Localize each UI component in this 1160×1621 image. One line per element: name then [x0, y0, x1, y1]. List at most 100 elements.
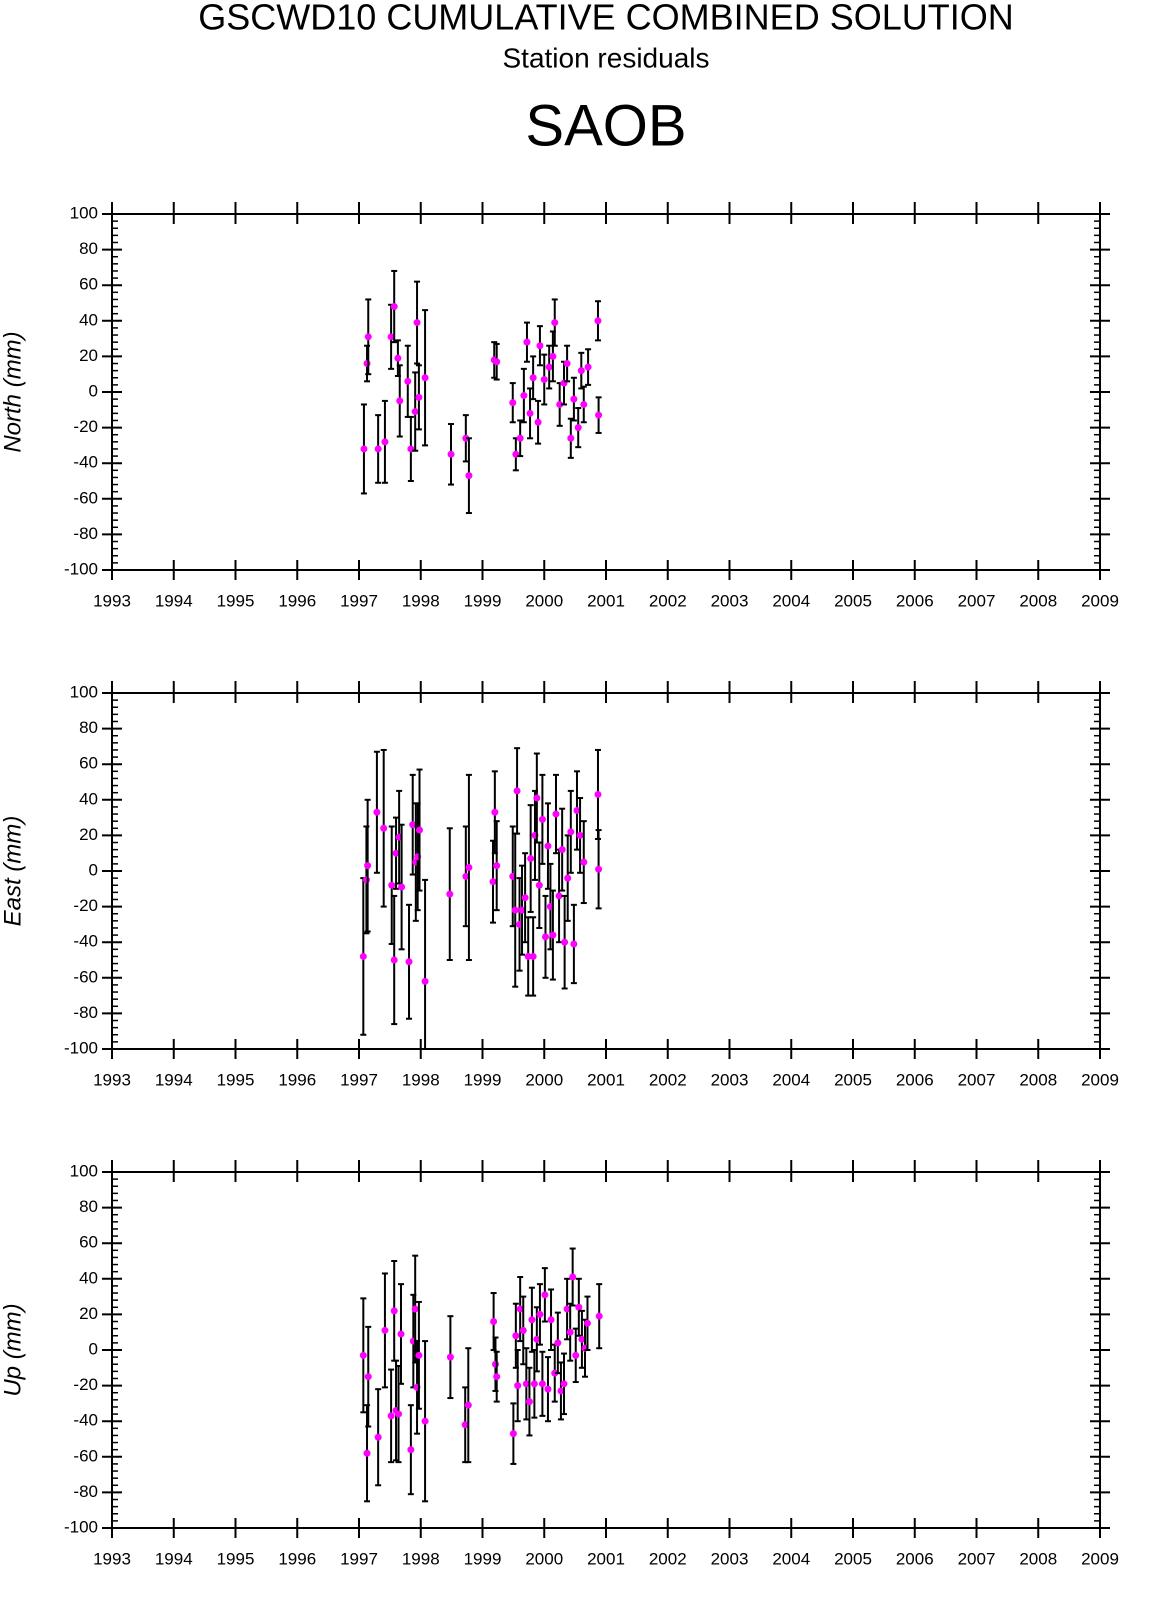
- data-point: [509, 1430, 517, 1438]
- data-point: [558, 846, 566, 854]
- data-point: [575, 1303, 583, 1311]
- data-point: [364, 862, 372, 870]
- title: GSCWD10 CUMULATIVE COMBINED SOLUTION: [198, 0, 1013, 38]
- x-tick-label: 2000: [525, 1070, 563, 1089]
- x-tick-label: 2006: [896, 1070, 934, 1089]
- data-point: [516, 1305, 524, 1313]
- data-point: [544, 1385, 552, 1393]
- y-tick-label: 0: [89, 381, 98, 400]
- data-point: [398, 883, 406, 891]
- data-point: [524, 952, 532, 960]
- y-tick-label: 60: [79, 275, 98, 294]
- data-point: [489, 878, 497, 886]
- data-point: [446, 890, 454, 898]
- data-point: [535, 881, 543, 889]
- data-point: [544, 842, 552, 850]
- station-name: SAOB: [525, 93, 686, 158]
- data-point: [464, 1401, 472, 1409]
- x-tick-label: 2003: [711, 591, 749, 610]
- data-point: [536, 342, 544, 350]
- y-axis-label: Up (mm): [0, 1303, 26, 1396]
- y-tick-label: -40: [73, 932, 98, 951]
- y-tick-label: -40: [73, 1411, 98, 1430]
- data-point: [373, 808, 381, 816]
- x-tick-label: 1997: [340, 591, 378, 610]
- y-tick-label: -100: [64, 1517, 98, 1536]
- data-point: [554, 1339, 562, 1347]
- y-tick-label: -80: [73, 524, 98, 543]
- data-point: [594, 790, 602, 798]
- data-point: [490, 1318, 498, 1326]
- data-point: [411, 408, 419, 416]
- data-point: [462, 872, 470, 880]
- data-point: [569, 1273, 577, 1281]
- x-tick-label: 2009: [1081, 1549, 1119, 1568]
- data-point: [392, 849, 400, 857]
- y-tick-label: 60: [79, 1233, 98, 1252]
- y-tick-label: 100: [70, 203, 98, 222]
- data-point: [394, 354, 402, 362]
- x-tick-label: 1998: [402, 1070, 440, 1089]
- data-point: [511, 906, 519, 914]
- y-tick-label: 40: [79, 1268, 98, 1287]
- data-point: [364, 333, 372, 341]
- x-tick-label: 1998: [402, 591, 440, 610]
- y-tick-label: 60: [79, 754, 98, 773]
- x-tick-label: 2006: [896, 591, 934, 610]
- data-point: [462, 434, 470, 442]
- data-point: [577, 367, 585, 375]
- data-point: [530, 1380, 538, 1388]
- data-point: [528, 1316, 536, 1324]
- x-tick-label: 1993: [93, 1070, 131, 1089]
- y-tick-label: 0: [89, 860, 98, 879]
- data-point: [595, 1312, 603, 1320]
- data-point: [512, 1332, 520, 1340]
- x-tick-label: 2006: [896, 1549, 934, 1568]
- y-tick-label: -60: [73, 1446, 98, 1465]
- data-point: [561, 938, 569, 946]
- y-tick-label: -100: [64, 559, 98, 578]
- panel: -100 -80 -60 -40 -20 0 20 40 60 80 100 1993 1994 1995…: [0, 202, 1119, 610]
- data-point: [549, 931, 557, 939]
- data-point: [574, 424, 582, 432]
- data-point: [536, 1310, 544, 1318]
- x-tick-label: 2004: [772, 591, 810, 610]
- data-point: [405, 958, 413, 966]
- data-point: [567, 828, 575, 836]
- data-point: [461, 1421, 469, 1429]
- data-point: [547, 1316, 555, 1324]
- data-point: [580, 400, 588, 408]
- data-point: [567, 434, 575, 442]
- data-point: [583, 1319, 591, 1327]
- subtitle: Station residuals: [502, 42, 709, 73]
- data-point: [545, 363, 553, 371]
- y-tick-label: 20: [79, 346, 98, 365]
- data-point: [556, 400, 564, 408]
- data-point: [584, 363, 592, 371]
- x-tick-label: 2000: [525, 591, 563, 610]
- data-point: [551, 1369, 559, 1377]
- data-point: [411, 1305, 419, 1313]
- y-tick-label: -80: [73, 1003, 98, 1022]
- data-point: [363, 1449, 371, 1457]
- x-tick-label: 2002: [649, 1549, 687, 1568]
- data-point: [523, 338, 531, 346]
- y-tick-label: 40: [79, 789, 98, 808]
- data-point: [374, 1433, 382, 1441]
- data-point: [572, 1351, 580, 1359]
- data-point: [493, 358, 501, 366]
- data-point: [359, 1351, 367, 1359]
- x-tick-label: 1998: [402, 1549, 440, 1568]
- x-tick-label: 1997: [340, 1549, 378, 1568]
- data-point: [409, 821, 417, 829]
- x-tick-label: 2004: [772, 1549, 810, 1568]
- data-point: [519, 1326, 527, 1334]
- y-tick-label: 0: [89, 1339, 98, 1358]
- data-point: [563, 1305, 571, 1313]
- error-bar: [422, 878, 429, 1049]
- data-point: [413, 319, 421, 327]
- data-point: [395, 1410, 403, 1418]
- x-tick-label: 2003: [711, 1070, 749, 1089]
- data-point: [521, 894, 529, 902]
